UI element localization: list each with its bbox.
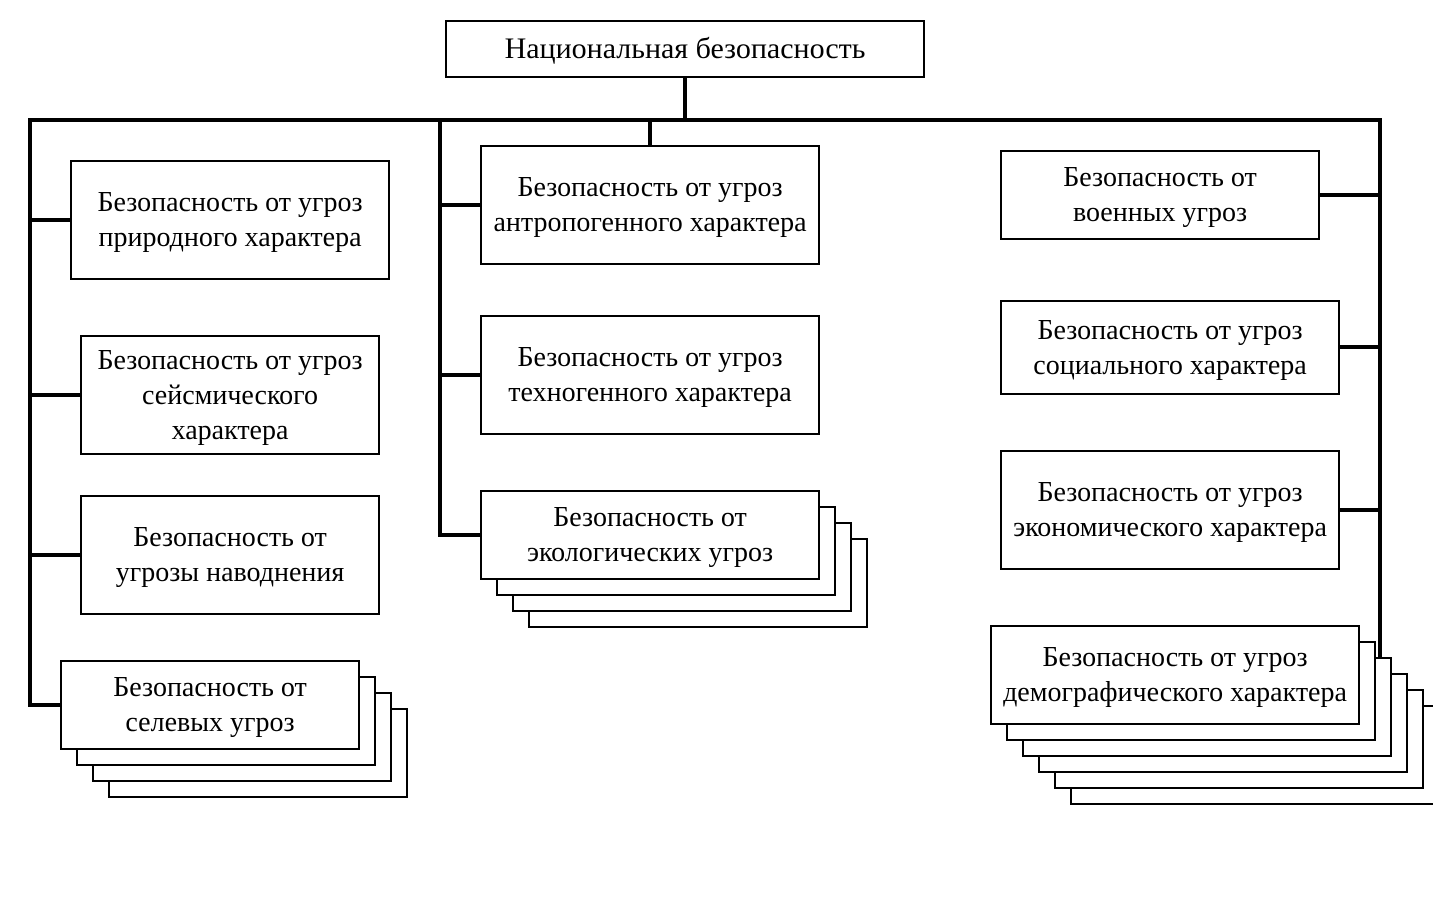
node-col3_0: Безопасность от военных угроз [1000,150,1320,240]
node-label: Безопасность от угроз экономического хар… [1012,475,1328,545]
node-col3_1: Безопасность от угроз социального характ… [1000,300,1340,395]
diagram-canvas: Национальная безопасность Безопасность от… [0,0,1433,900]
node-label: Безопасность от угрозы наводнения [92,520,368,590]
node-col2_2: Безопасность от экологических угроз [480,490,820,580]
node-label: Безопасность от экологических угроз [492,500,808,570]
node-label: Безопасность от угроз сейсмического хара… [92,343,368,448]
node-col3_3: Безопасность от угроз демографического х… [990,625,1360,725]
node-label: Безопасность от военных угроз [1012,160,1308,230]
node-label: Национальная безопасность [457,30,913,68]
node-col3_2: Безопасность от угроз экономического хар… [1000,450,1340,570]
node-col1_1: Безопасность от угроз сейсмического хара… [80,335,380,455]
node-col1_2: Безопасность от угрозы наводнения [80,495,380,615]
node-label: Безопасность от угроз техногенного харак… [492,340,808,410]
node-label: Безопасность от угроз природного характе… [82,185,378,255]
node-col2_0: Безопасность от угроз антропогенного хар… [480,145,820,265]
node-label: Безопасность от угроз антропогенного хар… [492,170,808,240]
node-col1_3: Безопасность от селевых угроз [60,660,360,750]
node-label: Безопасность от угроз социального характ… [1012,313,1328,383]
node-label: Безопасность от селевых угроз [72,670,348,740]
node-col2_1: Безопасность от угроз техногенного харак… [480,315,820,435]
node-label: Безопасность от угроз демографического х… [1002,640,1348,710]
node-col1_0: Безопасность от угроз природного характе… [70,160,390,280]
node-root: Национальная безопасность [445,20,925,78]
